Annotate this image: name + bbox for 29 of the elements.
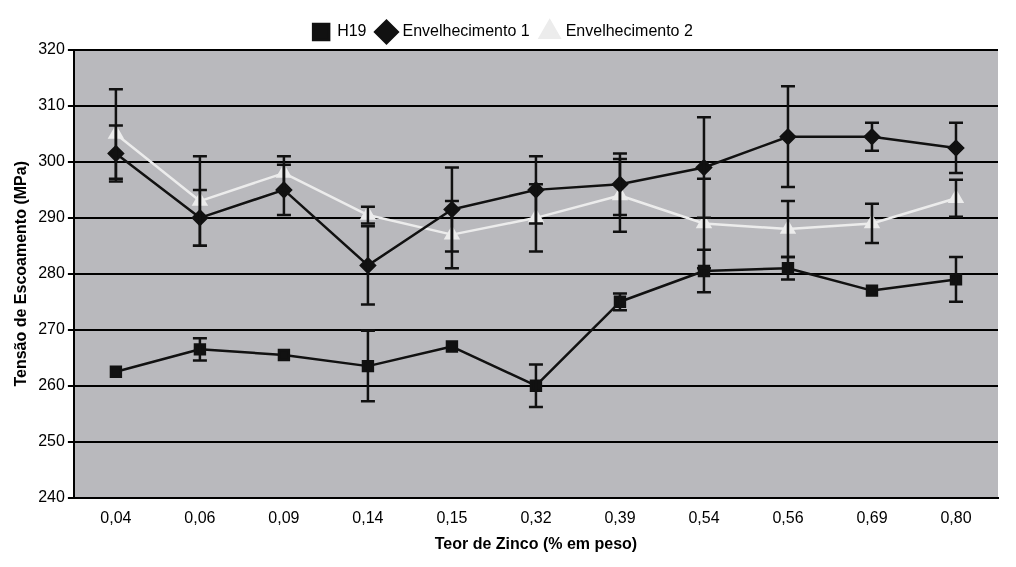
legend-label: Envelhecimento 2 (565, 22, 693, 40)
x-tick-label: 0,04 (100, 508, 132, 526)
x-tick-label: 0,32 (520, 508, 552, 526)
y-tick-label: 310 (38, 96, 65, 114)
point (109, 365, 123, 378)
x-tick-label: 0,09 (268, 508, 300, 526)
y-tick-label: 270 (38, 320, 65, 338)
y-tick-label: 280 (38, 264, 65, 282)
x-tick-label: 0,80 (940, 508, 972, 526)
point (445, 340, 459, 353)
x-tick-label: 0,39 (604, 508, 636, 526)
x-tick-label: 0,14 (352, 508, 384, 526)
y-tick-label: 300 (38, 152, 65, 170)
x-tick-label: 0,54 (688, 508, 720, 526)
x-axis-title: Teor de Zinco (% em peso) (434, 534, 638, 552)
y-tick-label: 260 (38, 376, 65, 394)
y-tick-label: 240 (38, 488, 65, 506)
point (277, 348, 291, 362)
y-tick-label: 320 (38, 40, 65, 58)
x-tick-label: 0,56 (772, 508, 804, 526)
x-tick-label: 0,06 (184, 508, 216, 526)
y-axis-title: Tensão de Escoamento (MPa) (12, 161, 30, 387)
legend-label: Envelhecimento 1 (402, 22, 530, 40)
x-tick-label: 0,15 (436, 508, 468, 526)
y-tick-label: 290 (38, 208, 65, 226)
y-tick-label: 250 (38, 432, 65, 450)
legend-label: H19 (337, 22, 367, 40)
x-tick-label: 0,69 (856, 508, 888, 526)
point (865, 284, 879, 297)
